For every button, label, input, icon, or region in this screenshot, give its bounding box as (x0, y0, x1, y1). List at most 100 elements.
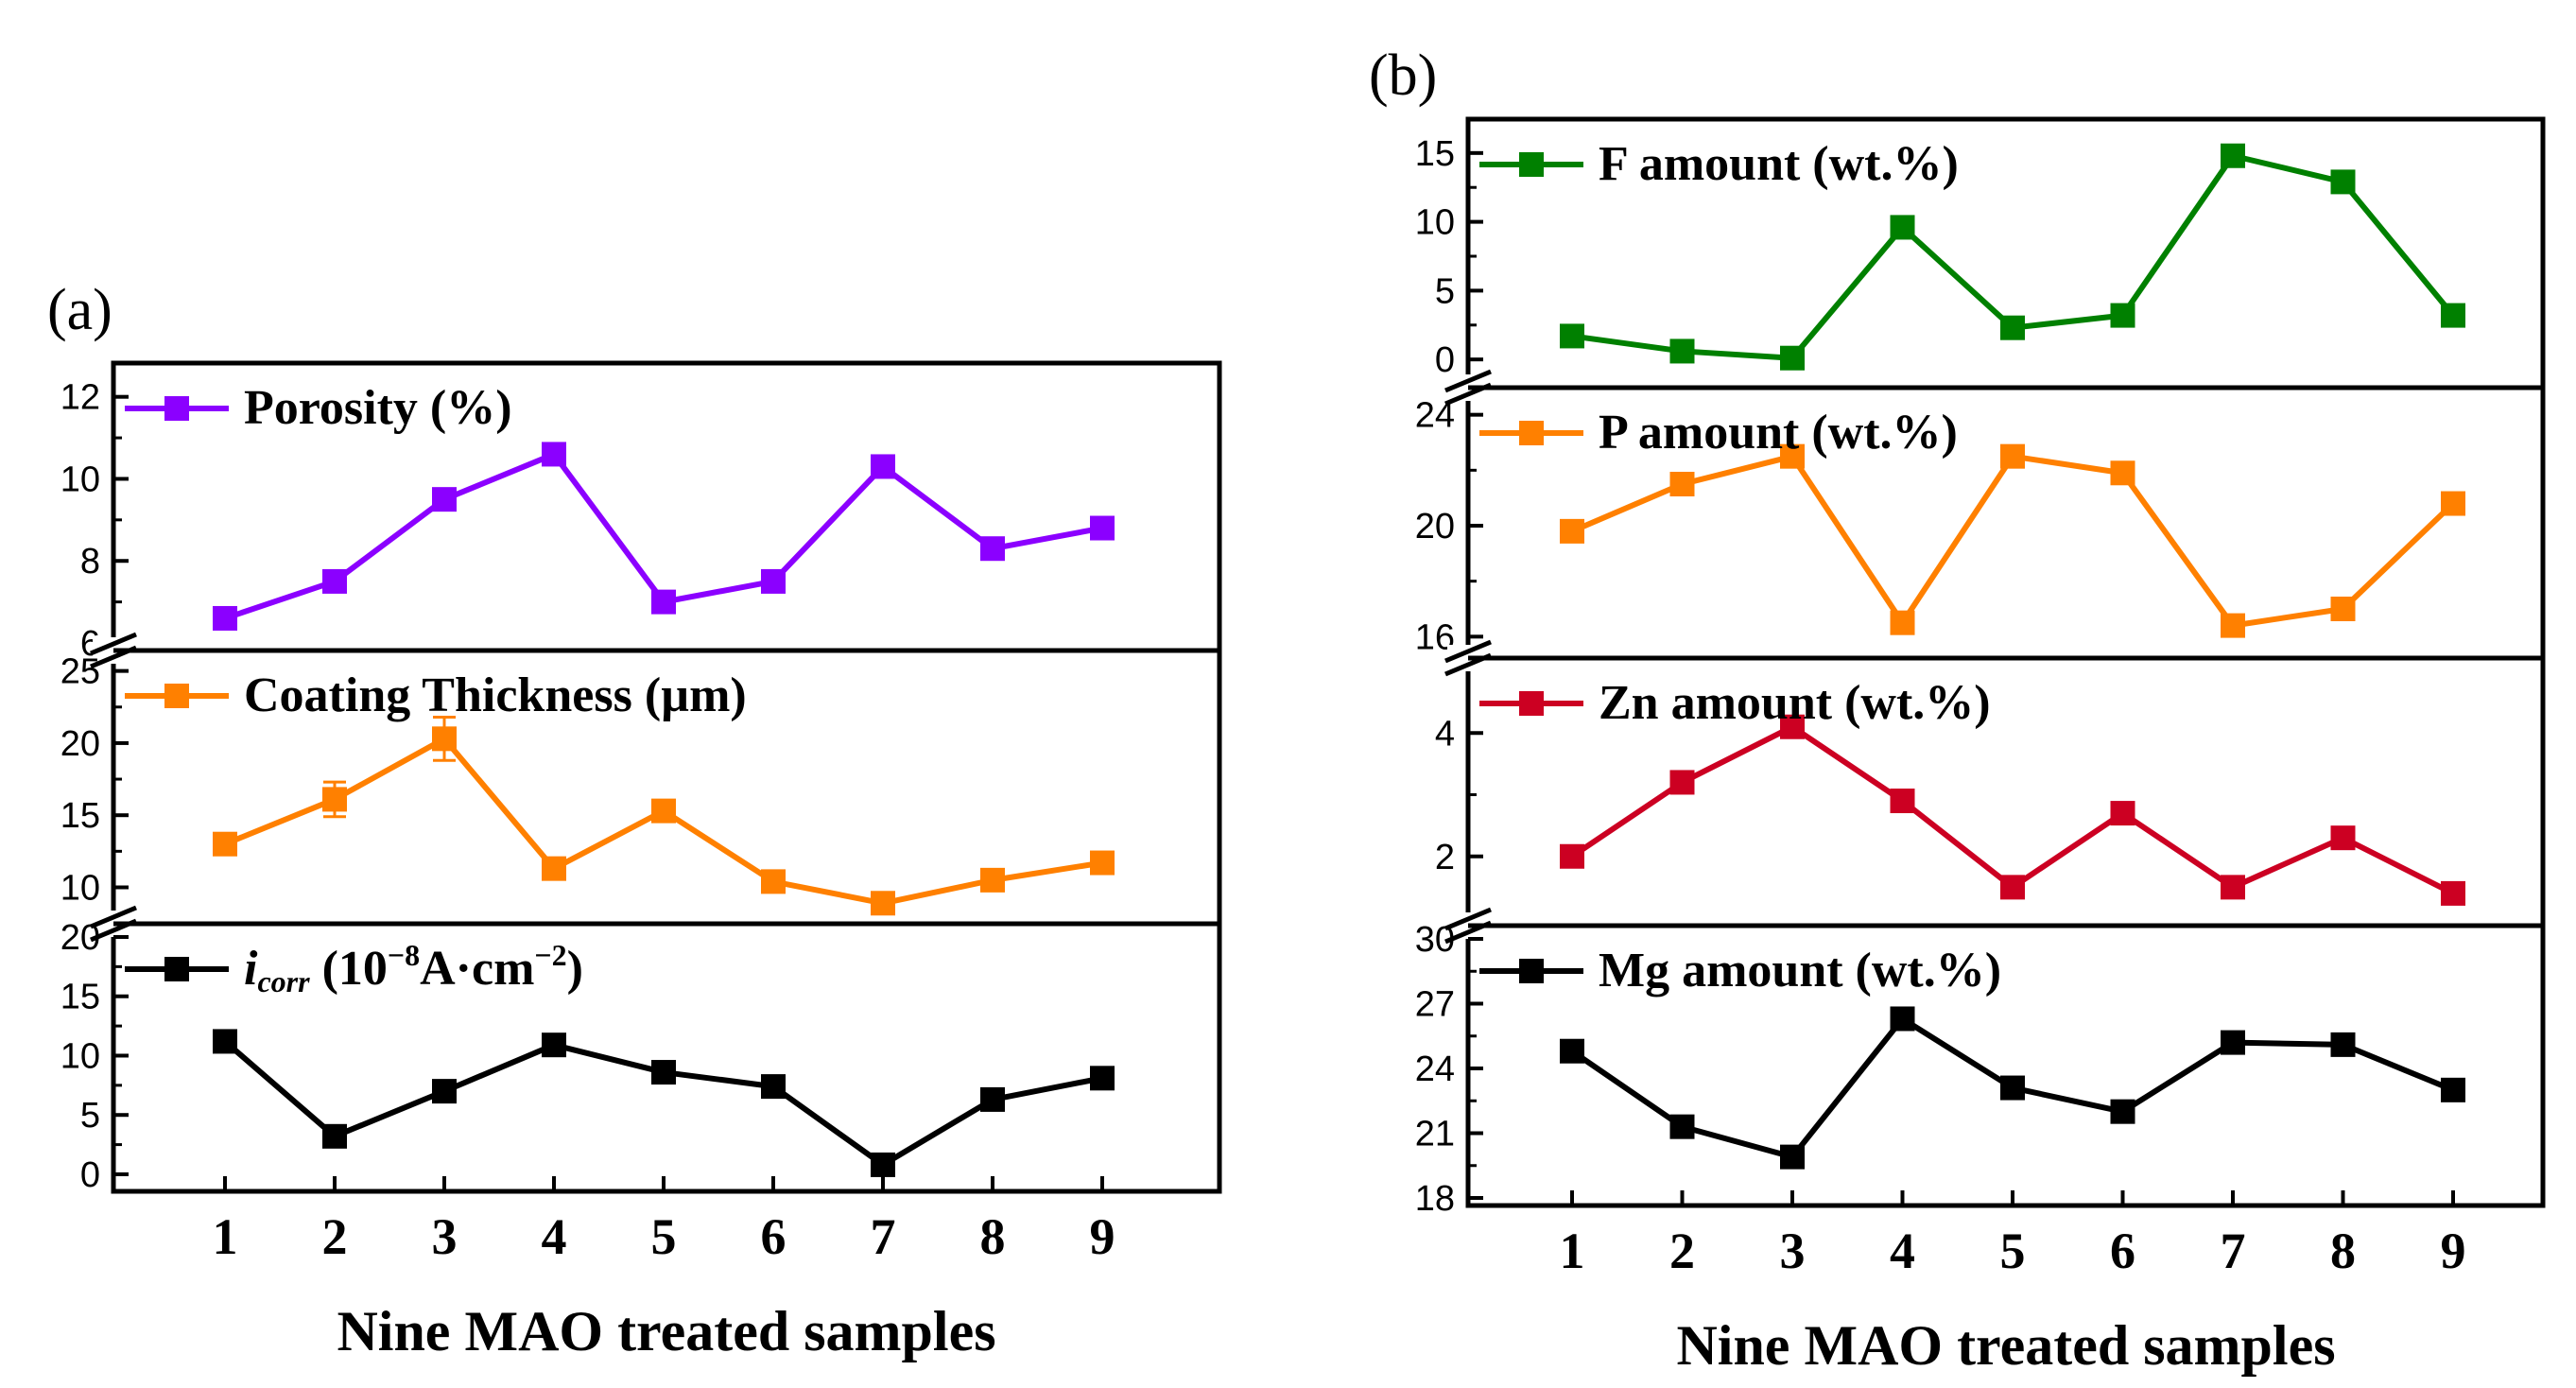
y-tick-label: 15 (1415, 134, 1455, 174)
data-point (432, 487, 457, 512)
y-tick-label: 27 (1415, 985, 1455, 1025)
data-point (322, 568, 347, 594)
data-point (2221, 613, 2245, 638)
legend-marker (1519, 421, 1544, 445)
legend-label: icorr (10−8A·cm−2) (244, 938, 583, 998)
data-point (1669, 338, 1695, 364)
axis-break-mark (90, 632, 137, 656)
y-tick-label: 5 (80, 1096, 100, 1136)
data-point (651, 798, 676, 824)
plot-frame (111, 360, 1222, 1194)
series-line (1570, 723, 2455, 896)
x-tick-label: 3 (1780, 1223, 1806, 1279)
data-point (2330, 825, 2356, 851)
data-point (761, 1074, 786, 1100)
data-point (1090, 515, 1115, 541)
data-point (1780, 443, 1805, 469)
legend-marker (164, 684, 189, 708)
data-point (1780, 345, 1805, 371)
axis-break-mark (1444, 369, 1492, 393)
x-tick-label: 9 (2441, 1223, 2466, 1279)
x-tick-label: 5 (2000, 1223, 2026, 1279)
y-tick-label: 10 (1415, 203, 1455, 243)
y-tick-label: 10 (61, 868, 100, 908)
data-point (651, 589, 676, 615)
legend-marker (164, 396, 189, 421)
panel-letter: (a) (47, 278, 112, 342)
legend-label: Zn amount (wt.%) (1599, 676, 1991, 730)
legend-marker (1519, 152, 1544, 177)
y-tick-label: 0 (1435, 340, 1455, 380)
data-point (1669, 1114, 1695, 1139)
data-point (871, 891, 895, 916)
data-point (980, 1086, 1005, 1112)
x-axis-label: Nine MAO treated samples (337, 1300, 995, 1362)
y-tick-label: 10 (61, 460, 100, 499)
data-point (761, 568, 786, 594)
data-point (1890, 610, 1915, 635)
data-point (2441, 1077, 2465, 1102)
data-point (1560, 1038, 1584, 1064)
x-tick-label: 1 (213, 1208, 238, 1265)
data-point (432, 1079, 457, 1104)
y-tick-label: 20 (61, 724, 100, 764)
data-point (1560, 518, 1584, 544)
axis-break-mark (90, 905, 137, 929)
y-tick-label: 20 (1415, 507, 1455, 547)
axis-break-mark (1444, 907, 1492, 931)
data-point (1669, 472, 1695, 496)
x-tick-label: 8 (980, 1208, 1006, 1265)
data-point (2000, 315, 2025, 340)
data-point (1560, 843, 1584, 869)
data-point (2000, 875, 2025, 900)
data-point (980, 536, 1005, 562)
data-point (1780, 714, 1805, 739)
data-point (322, 787, 347, 812)
x-tick-label: 2 (1669, 1223, 1695, 1279)
y-tick-label: 0 (80, 1155, 100, 1195)
legend-marker (1519, 691, 1544, 716)
data-point (2330, 597, 2356, 621)
y-tick-label: 24 (1415, 396, 1455, 436)
data-point (542, 442, 566, 467)
y-tick-label: 18 (1415, 1179, 1455, 1219)
y-tick-label: 10 (61, 1036, 100, 1076)
panel-letter: (b) (1369, 43, 1437, 108)
y-tick-label: 30 (1415, 920, 1455, 960)
y-tick-label: 20 (61, 918, 100, 958)
x-tick-label: 1 (1560, 1223, 1585, 1279)
data-point (322, 1123, 347, 1149)
legend-label: Mg amount (wt.%) (1599, 944, 2001, 998)
data-point (871, 454, 895, 479)
data-point (2221, 875, 2245, 900)
x-tick-label: 4 (542, 1208, 567, 1265)
data-point (2330, 169, 2356, 195)
data-point (2221, 143, 2245, 168)
x-tick-label: 3 (432, 1208, 458, 1265)
data-point (2000, 443, 2025, 469)
legend-label: Coating Thickness (µm) (244, 668, 747, 722)
data-point (2110, 303, 2135, 328)
data-point (213, 831, 237, 857)
data-point (1560, 323, 1584, 349)
x-tick-label: 4 (1890, 1223, 1915, 1279)
x-tick-label: 7 (871, 1208, 896, 1265)
data-point (1780, 1144, 1805, 1170)
y-tick-label: 21 (1415, 1115, 1455, 1154)
data-point (542, 1032, 566, 1058)
x-tick-label: 2 (322, 1208, 348, 1265)
data-point (871, 1152, 895, 1177)
data-point (2110, 460, 2135, 486)
data-point (2330, 1032, 2356, 1057)
series-line (223, 1039, 1103, 1168)
data-point (2000, 1075, 2025, 1101)
y-tick-label: 4 (1435, 714, 1455, 754)
data-point (1890, 215, 1915, 240)
data-point (213, 605, 237, 631)
x-axis-label: Nine MAO treated samples (1676, 1314, 2335, 1377)
legend-marker (164, 957, 189, 981)
panel-b: (b) 1 2 3 4 5 6 7 8 9 Nine MAO treated samples 0 5 10… (1369, 43, 2546, 1377)
data-point (1890, 789, 1915, 814)
